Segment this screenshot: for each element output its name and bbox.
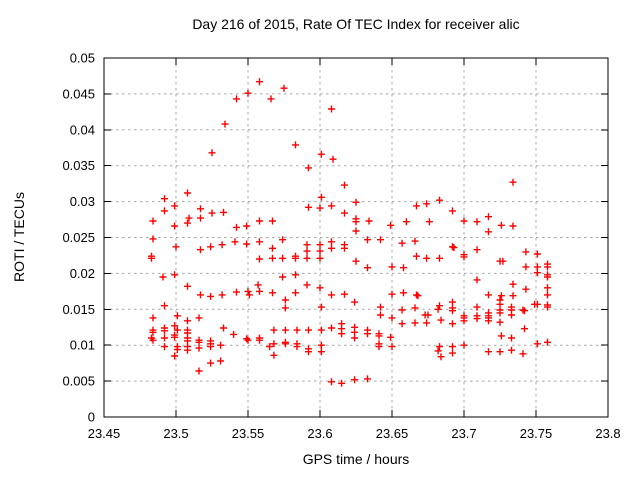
x-tick-label: 23.7 (451, 426, 476, 441)
y-tick-label: 0.015 (62, 302, 95, 317)
y-tick-label: 0.01 (70, 338, 95, 353)
y-tick-label: 0.045 (62, 86, 95, 101)
chart-title: Day 216 of 2015, Rate Of TEC Index for r… (192, 16, 520, 32)
x-axis-label: GPS time / hours (302, 451, 410, 467)
x-tick-label: 23.5 (163, 426, 188, 441)
y-tick-label: 0.035 (62, 158, 95, 173)
y-tick-label: 0.05 (70, 51, 95, 66)
x-tick-label: 23.55 (232, 426, 265, 441)
x-tick-label: 23.75 (520, 426, 553, 441)
x-tick-label: 23.45 (88, 426, 121, 441)
axis-tick-marks (103, 57, 609, 418)
y-tick-label: 0.005 (62, 374, 95, 389)
y-tick-label: 0.03 (70, 194, 95, 209)
y-tick-label: 0.02 (70, 266, 95, 281)
x-tick-label: 23.8 (595, 426, 620, 441)
y-tick-label: 0.04 (70, 122, 95, 137)
y-tick-label: 0 (88, 410, 95, 425)
y-tick-label: 0.025 (62, 230, 95, 245)
x-tick-label: 23.65 (376, 426, 409, 441)
x-tick-label: 23.6 (307, 426, 332, 441)
scatter-points (148, 78, 551, 387)
